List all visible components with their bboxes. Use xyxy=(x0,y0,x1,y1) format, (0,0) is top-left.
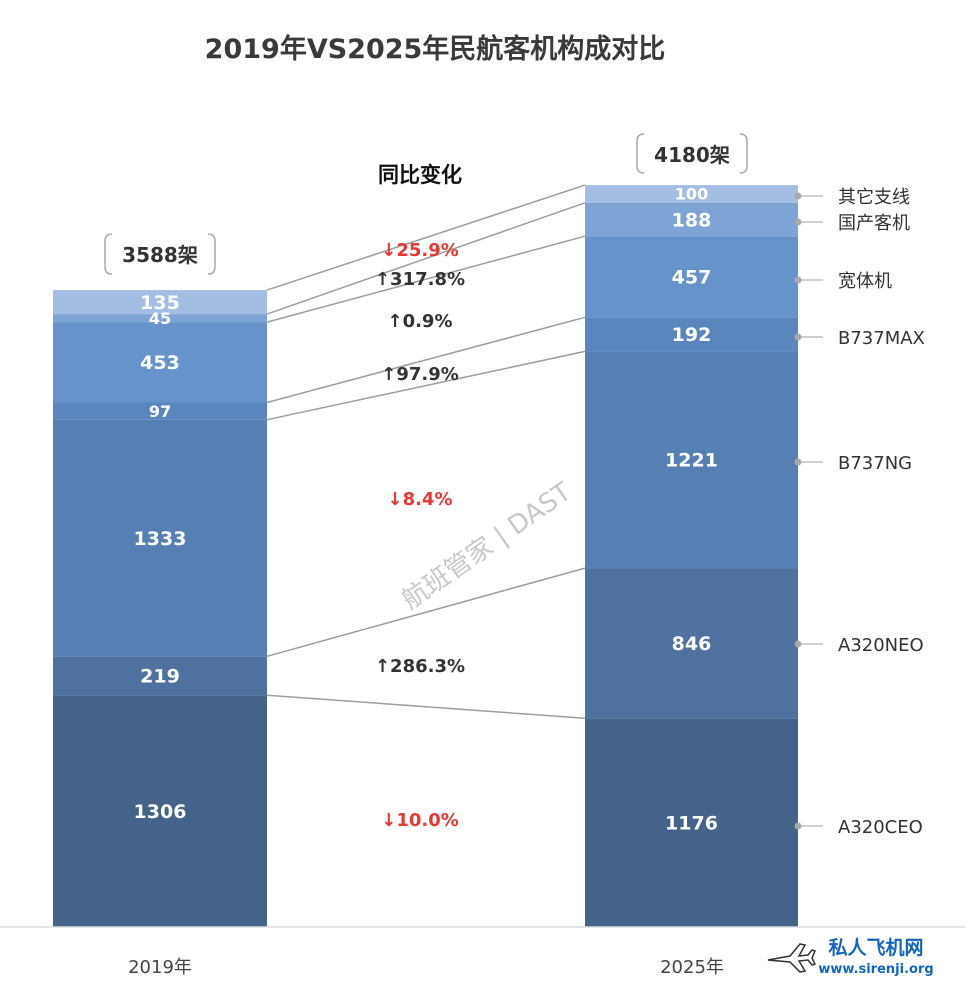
change-label: ↑286.3% xyxy=(375,656,465,677)
legend-label: A320CEO xyxy=(838,817,923,838)
legend-label: B737NG xyxy=(838,453,912,474)
connector-line xyxy=(266,694,586,720)
change-labels: ↓10.0% ↑286.3% ↓8.4% ↑97.9% ↑0.9% ↑317.8% ↓25.… xyxy=(375,240,465,831)
segment-value-label: 453 xyxy=(140,352,180,374)
connector-line xyxy=(266,567,586,658)
bar-segment xyxy=(585,351,798,569)
segment-value-label: 135 xyxy=(140,292,180,314)
chart-subtitle: 同比变化 xyxy=(378,163,462,187)
bar-segment xyxy=(53,419,267,657)
segment-value-label: 97 xyxy=(149,402,171,421)
site-name: 私人飞机网 xyxy=(828,937,923,959)
bar-segment xyxy=(53,402,267,420)
site-url: www.sirenji.org xyxy=(818,962,933,977)
segment-value-label: 1306 xyxy=(134,801,187,823)
x-tick-label-2019: 2019年 xyxy=(128,957,192,978)
legend-marker xyxy=(794,640,802,648)
change-label: ↑317.8% xyxy=(375,269,465,290)
bar-segment xyxy=(53,314,267,323)
bar-segment xyxy=(53,656,267,696)
bar-segment xyxy=(53,290,267,315)
total-label-2025: 4180架 xyxy=(636,133,748,174)
change-label: ↓8.4% xyxy=(387,489,452,510)
legend-marker xyxy=(794,458,802,466)
bar-segment xyxy=(53,695,267,927)
chart-title: 2019年VS2025年民航客机构成对比 xyxy=(205,33,666,65)
bar-segment xyxy=(585,202,798,237)
total-value-2019: 3588架 xyxy=(122,243,198,267)
bar-segment xyxy=(585,317,798,352)
bar-segment xyxy=(585,236,798,318)
bar-segment xyxy=(585,185,798,203)
legend-marker xyxy=(794,333,802,341)
connector-line xyxy=(266,202,586,315)
change-label: ↓25.9% xyxy=(381,240,459,261)
segment-value-label: 45 xyxy=(149,309,171,328)
total-label-2019: 3588架 xyxy=(104,233,216,275)
segment-value-label: 100 xyxy=(675,185,708,204)
connector-lines xyxy=(266,184,586,720)
segment-value-label: 1333 xyxy=(134,528,187,550)
connector-line xyxy=(266,350,586,421)
total-value-2025: 4180架 xyxy=(654,143,730,167)
total-bracket-right xyxy=(207,233,216,275)
x-tick-label-2025: 2025年 xyxy=(660,957,724,978)
legend-marker xyxy=(794,192,802,200)
segment-value-label: 192 xyxy=(672,324,712,346)
segment-value-label: 1176 xyxy=(665,813,718,835)
segment-value-label: 188 xyxy=(672,209,712,231)
total-bracket-left xyxy=(636,133,645,174)
connector-line xyxy=(266,184,586,291)
bar-segment xyxy=(585,568,798,719)
legend-label: A320NEO xyxy=(838,635,924,656)
total-bracket-left xyxy=(104,233,113,275)
legend-marker xyxy=(794,218,802,226)
total-bracket-right xyxy=(739,133,748,174)
bar-segment xyxy=(53,322,267,403)
change-label: ↑0.9% xyxy=(387,311,452,332)
legend-label: B737MAX xyxy=(838,328,925,349)
legend-marker xyxy=(794,276,802,284)
segment-value-label: 1221 xyxy=(665,450,718,472)
change-label: ↓10.0% xyxy=(381,810,459,831)
segment-value-label: 846 xyxy=(672,633,712,655)
airplane-icon xyxy=(767,943,817,973)
bar-segments xyxy=(53,185,798,927)
segment-value-label: 457 xyxy=(672,267,712,289)
connector-line xyxy=(266,235,586,323)
segment-value-label: 219 xyxy=(140,666,180,688)
legend-label: 其它支线 xyxy=(838,187,910,208)
legend-label: 宽体机 xyxy=(838,271,892,292)
legend: A320CEO A320NEO B737NG B737MAX 宽体机 国产客机 其它支线 xyxy=(794,187,925,838)
connector-line xyxy=(266,316,586,404)
legend-label: 国产客机 xyxy=(838,213,910,234)
bar-segment xyxy=(585,718,798,927)
change-label: ↑97.9% xyxy=(381,364,459,385)
legend-marker xyxy=(794,822,802,830)
site-logo: 私人飞机网 www.sirenji.org xyxy=(767,937,934,977)
